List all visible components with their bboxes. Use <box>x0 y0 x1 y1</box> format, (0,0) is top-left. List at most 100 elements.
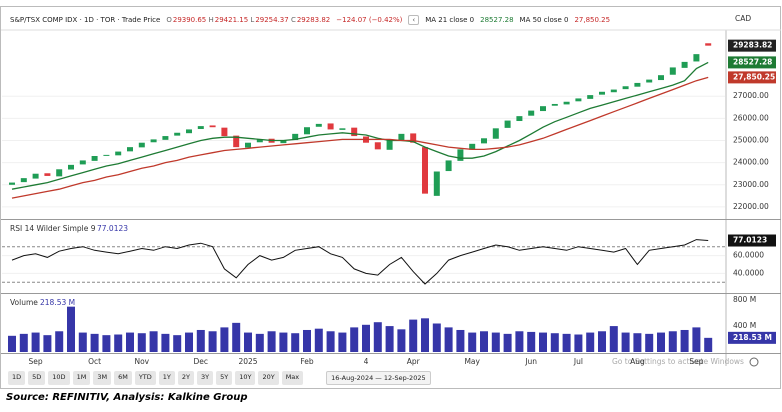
range-button[interactable]: 10D <box>48 371 70 385</box>
x-tick-label: Jul <box>573 357 583 366</box>
volume-bar <box>350 327 359 352</box>
x-tick-label: Feb <box>300 357 314 366</box>
volume-bar <box>633 333 642 352</box>
y-tick-label: 25000.00 <box>733 136 769 145</box>
chart: CAD RSI 14 Wilder Simple 9 Volume Go to … <box>0 6 781 389</box>
volume-bar <box>456 329 465 352</box>
volume-bar <box>196 329 205 352</box>
candle-body <box>44 173 51 176</box>
last-value-label: 29283.82 <box>733 41 772 50</box>
candle-body <box>339 128 346 130</box>
volume-bar <box>232 322 241 352</box>
y-tick-label: 24000.00 <box>733 158 769 167</box>
volume-bar <box>668 331 677 352</box>
candle-body <box>410 133 417 143</box>
header: S&P/TSX COMP IDX · 1D · TOR · Trade Pric… <box>10 14 610 26</box>
candle-body <box>351 127 358 137</box>
range-button[interactable]: 1D <box>8 371 26 385</box>
watermark: Go to Settings to activate Windows <box>612 357 744 366</box>
range-button[interactable]: 2Y <box>177 371 194 385</box>
volume-bar <box>255 333 264 352</box>
volume-bar <box>161 333 170 352</box>
volume-bar <box>220 327 229 352</box>
range-button[interactable]: 10Y <box>235 371 256 385</box>
range-button[interactable]: Max <box>281 371 304 385</box>
candle-body <box>422 147 428 194</box>
candle-body <box>669 67 676 75</box>
ohlc: O29390.65 H29421.15 L29254.37 C29283.82 <box>166 16 330 24</box>
candle-body <box>197 126 204 129</box>
volume-bar <box>468 332 477 352</box>
volume-bar <box>19 333 28 352</box>
last-value-label: 28527.28 <box>733 57 772 66</box>
y-tick-label: 800 M <box>733 295 756 304</box>
volume-bar <box>480 331 488 352</box>
candle-body <box>610 89 617 93</box>
ohlc-value: 29390.65 <box>172 16 207 24</box>
candle-body <box>256 139 263 143</box>
candle-body <box>528 110 535 116</box>
ohlc-key: O <box>166 16 172 24</box>
candle-body <box>681 61 688 68</box>
ohlc-key: H <box>208 16 214 24</box>
indicator-value: 28527.28 <box>480 16 514 24</box>
volume-bar <box>78 332 87 352</box>
candle-body <box>445 160 452 172</box>
y-tick-label: 22000.00 <box>733 202 769 211</box>
range-button[interactable]: 6M <box>114 371 132 385</box>
range-button[interactable]: 3Y <box>196 371 214 385</box>
candle-body <box>127 147 133 152</box>
volume-bar <box>173 335 182 352</box>
toolbar: 1D 5D 10D 1M 3M 6M YTD 1Y 2Y 3Y 5Y 10Y 20Y Max 16-Aug-… <box>8 371 431 385</box>
x-tick-label: Aug <box>630 357 645 366</box>
range-button[interactable]: 1Y <box>158 371 175 385</box>
range-button[interactable]: YTD <box>134 371 156 385</box>
last-value-box <box>728 331 776 344</box>
rsi-line <box>11 239 709 285</box>
volume-bar <box>527 331 536 352</box>
date-range[interactable]: 16-Aug-2024 — 12-Sep-2025 <box>326 371 431 385</box>
volume-bar <box>303 329 311 352</box>
settings-icon[interactable] <box>749 357 759 367</box>
range-button[interactable]: 5Y <box>216 371 233 385</box>
volume-bar <box>409 319 418 352</box>
rsi-value: 77.0123 <box>97 224 128 233</box>
volume-bar <box>515 331 524 352</box>
volume-bar <box>102 335 111 352</box>
candle-body <box>280 140 287 144</box>
last-value-box <box>728 56 776 69</box>
candle-body <box>540 106 546 112</box>
range-button[interactable]: 5D <box>28 371 46 385</box>
range-button[interactable]: 20Y <box>258 371 279 385</box>
volume-bar <box>338 332 347 352</box>
y-tick-label: 40.0000 <box>733 268 764 277</box>
candle-body <box>575 98 582 102</box>
volume-bar <box>362 324 370 352</box>
candle-body <box>174 132 181 136</box>
volume-bar <box>444 327 453 352</box>
collapse-button[interactable]: ‹ <box>408 15 420 25</box>
candle-body <box>587 95 594 99</box>
volume-bar <box>680 329 689 352</box>
candle-body <box>68 164 74 170</box>
indicator-value: 27,850.25 <box>574 16 611 24</box>
candle-body <box>315 123 322 127</box>
volume-value: 218.53 M <box>40 298 75 307</box>
volume-bar <box>692 327 701 352</box>
volume-bar <box>550 333 559 352</box>
candle-body <box>138 142 145 148</box>
volume-bar <box>373 322 382 352</box>
candle-body <box>693 54 700 62</box>
change: −124.07 (−0.42%) <box>336 16 403 24</box>
candle-body <box>292 133 299 141</box>
candle-body <box>233 135 240 148</box>
candle-body <box>162 136 169 140</box>
range-button[interactable]: 1M <box>72 371 91 385</box>
source: Source: REFINITIV, Analysis: Kalkine Gro… <box>6 392 248 403</box>
candle-body <box>221 127 228 137</box>
volume-bar <box>67 306 75 352</box>
range-button[interactable]: 3M <box>93 371 112 385</box>
x-tick-label: Dec <box>194 357 209 366</box>
last-value-label: 218.53 M <box>733 333 772 342</box>
volume-bar <box>137 333 146 352</box>
